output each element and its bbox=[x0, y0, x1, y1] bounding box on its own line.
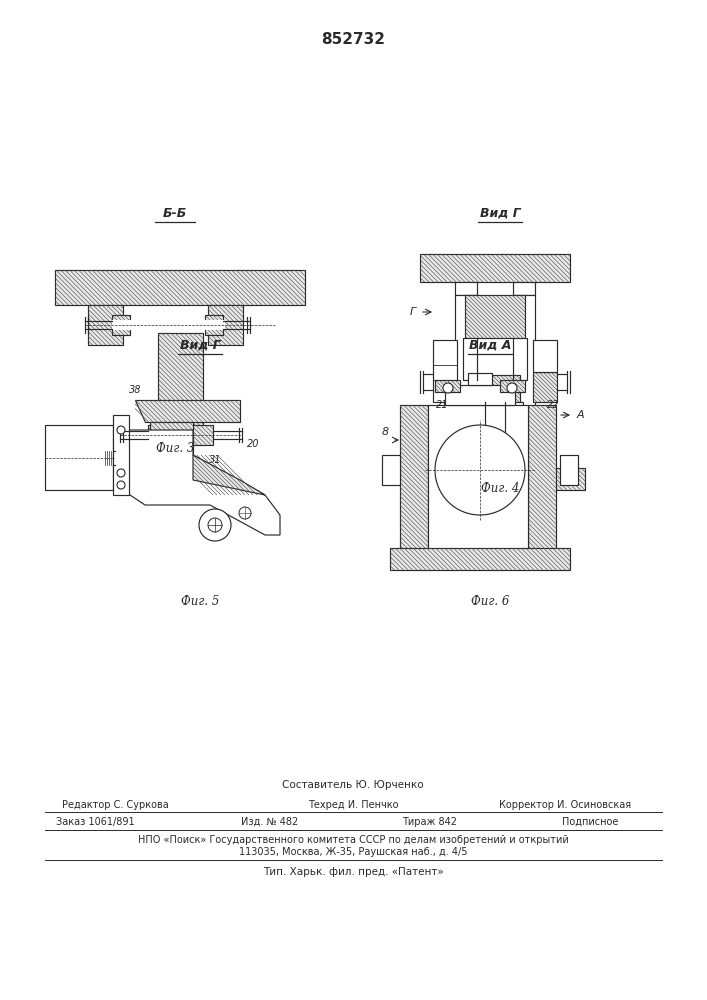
Polygon shape bbox=[435, 380, 460, 392]
Bar bbox=[513, 282, 535, 295]
Text: Фиг. 5: Фиг. 5 bbox=[181, 595, 219, 608]
Text: Корректор И. Осиновская: Корректор И. Осиновская bbox=[499, 800, 631, 810]
Polygon shape bbox=[88, 305, 123, 345]
Polygon shape bbox=[112, 315, 130, 335]
Text: 113035, Москва, Ж-35, Раушская наб., д. 4/5: 113035, Москва, Ж-35, Раушская наб., д. … bbox=[239, 847, 467, 857]
Bar bbox=[560, 455, 578, 485]
Text: 8: 8 bbox=[382, 427, 389, 437]
Text: Составитель Ю. Юрченко: Составитель Ю. Юрченко bbox=[282, 780, 423, 790]
Polygon shape bbox=[500, 380, 525, 392]
Text: 852732: 852732 bbox=[321, 32, 385, 47]
Circle shape bbox=[117, 469, 125, 477]
Text: Техред И. Пенчко: Техред И. Пенчко bbox=[308, 800, 398, 810]
Text: Вид Г: Вид Г bbox=[180, 339, 221, 352]
Bar bbox=[445, 385, 515, 405]
Text: Г: Г bbox=[410, 307, 416, 317]
Bar bbox=[488, 438, 502, 470]
Polygon shape bbox=[405, 468, 585, 490]
Text: Тип. Харьк. фил. пред. «Патент»: Тип. Харьк. фил. пред. «Патент» bbox=[262, 867, 443, 877]
Circle shape bbox=[239, 507, 251, 519]
Polygon shape bbox=[115, 430, 280, 535]
Text: 20: 20 bbox=[247, 439, 259, 449]
Polygon shape bbox=[150, 422, 193, 455]
Polygon shape bbox=[390, 548, 570, 570]
Bar bbox=[433, 340, 457, 402]
Polygon shape bbox=[193, 455, 265, 495]
Bar bbox=[45, 425, 113, 490]
Text: Фиг. 4: Фиг. 4 bbox=[481, 482, 519, 495]
Polygon shape bbox=[205, 315, 223, 335]
Bar bbox=[113, 415, 129, 495]
Text: Тираж 842: Тираж 842 bbox=[402, 817, 457, 827]
Bar bbox=[428, 405, 528, 550]
Text: Фиг. 6: Фиг. 6 bbox=[471, 595, 509, 608]
Text: Подписное: Подписное bbox=[562, 817, 618, 827]
Polygon shape bbox=[470, 375, 520, 405]
Circle shape bbox=[443, 383, 453, 393]
Polygon shape bbox=[533, 372, 557, 402]
Text: 21: 21 bbox=[436, 400, 448, 410]
Circle shape bbox=[117, 481, 125, 489]
Polygon shape bbox=[135, 400, 240, 422]
Circle shape bbox=[208, 518, 222, 532]
Bar bbox=[468, 373, 492, 385]
Polygon shape bbox=[420, 254, 570, 282]
Text: Вид Г: Вид Г bbox=[479, 207, 520, 220]
Bar bbox=[112, 320, 225, 330]
Circle shape bbox=[507, 383, 517, 393]
Text: Вид А: Вид А bbox=[469, 339, 511, 352]
Bar bbox=[533, 340, 557, 372]
Text: Фиг. 3: Фиг. 3 bbox=[156, 442, 194, 455]
Polygon shape bbox=[158, 333, 203, 433]
Polygon shape bbox=[400, 405, 428, 550]
Text: Заказ 1061/891: Заказ 1061/891 bbox=[56, 817, 134, 827]
Bar bbox=[467, 402, 523, 440]
Polygon shape bbox=[208, 305, 243, 345]
Polygon shape bbox=[148, 425, 213, 445]
Bar bbox=[382, 455, 400, 485]
Text: 31: 31 bbox=[209, 455, 221, 465]
Circle shape bbox=[435, 425, 525, 515]
Text: НПО «Поиск» Государственного комитета СССР по делам изобретений и открытий: НПО «Поиск» Государственного комитета СС… bbox=[138, 835, 568, 845]
Text: А: А bbox=[576, 410, 584, 420]
Bar bbox=[513, 295, 535, 440]
Bar bbox=[455, 295, 477, 440]
Circle shape bbox=[199, 509, 231, 541]
Bar bbox=[463, 338, 527, 380]
Text: 38: 38 bbox=[129, 385, 141, 395]
Polygon shape bbox=[465, 295, 525, 340]
Circle shape bbox=[117, 426, 125, 434]
Bar bbox=[455, 282, 477, 295]
Text: 22: 22 bbox=[547, 400, 559, 410]
Polygon shape bbox=[55, 270, 305, 305]
Text: Б-Б: Б-Б bbox=[163, 207, 187, 220]
Polygon shape bbox=[528, 405, 556, 550]
Text: Изд. № 482: Изд. № 482 bbox=[241, 817, 298, 827]
Text: Редактор С. Суркова: Редактор С. Суркова bbox=[62, 800, 168, 810]
